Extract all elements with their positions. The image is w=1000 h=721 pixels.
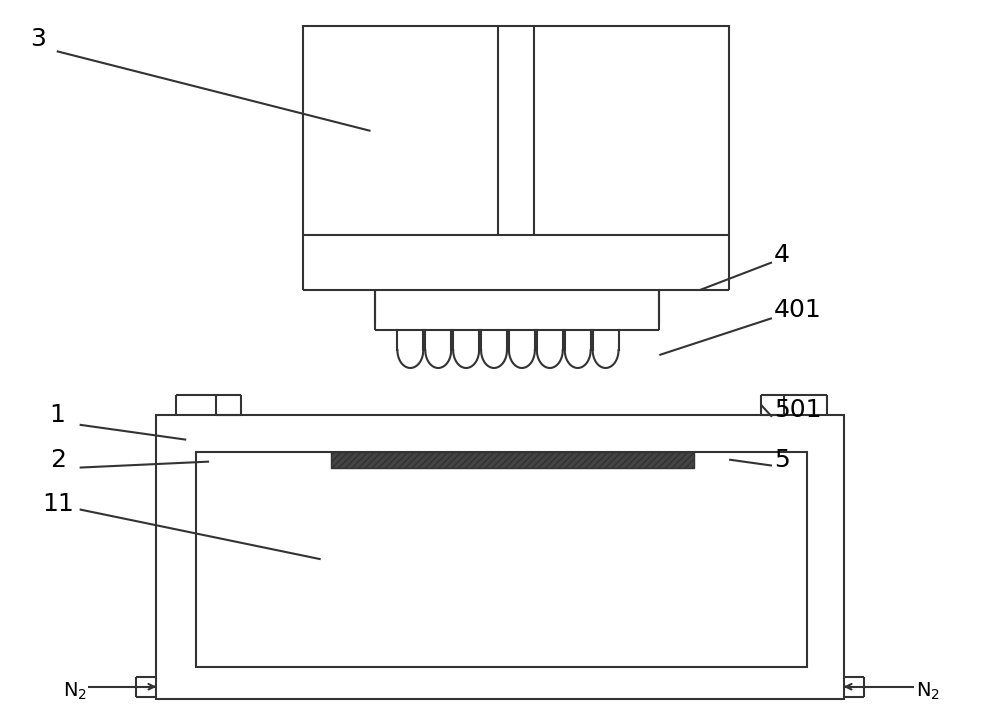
- Text: 2: 2: [50, 448, 66, 472]
- Text: 3: 3: [30, 27, 46, 51]
- Bar: [331, 451, 694, 468]
- Text: 501: 501: [774, 398, 821, 422]
- Bar: [196, 451, 807, 667]
- Text: 1: 1: [50, 403, 66, 427]
- Bar: [156, 415, 844, 699]
- Text: 11: 11: [42, 492, 74, 516]
- Text: 401: 401: [774, 298, 822, 322]
- Text: 4: 4: [774, 244, 790, 267]
- Bar: [303, 26, 729, 236]
- Text: N$_2$: N$_2$: [916, 681, 940, 702]
- Text: N$_2$: N$_2$: [63, 681, 87, 702]
- Text: 5: 5: [774, 448, 790, 472]
